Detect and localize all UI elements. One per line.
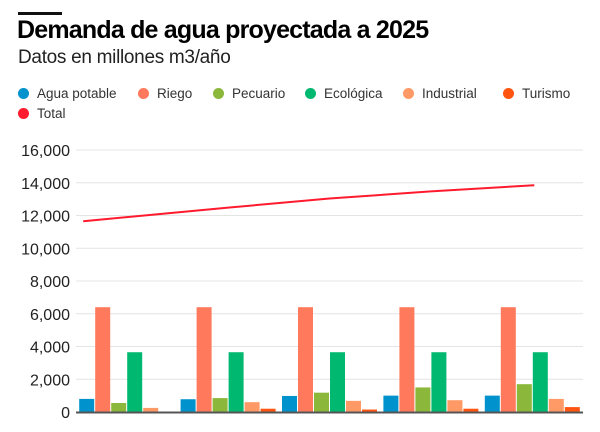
gridlines	[76, 149, 583, 380]
bar-pecuario	[516, 384, 532, 412]
bar-riego	[95, 307, 111, 412]
y-tick-label: 6,000	[30, 307, 70, 324]
legend-dot-icon	[18, 88, 29, 99]
y-tick-label: 0	[61, 405, 70, 422]
bar-ecol-gica	[532, 352, 548, 412]
legend-label: Turismo	[522, 86, 571, 101]
legend-item-pecuario: Pecuario	[213, 86, 285, 101]
legend-label: Industrial	[422, 86, 477, 101]
bars	[79, 307, 580, 412]
y-axis-ticks: 0 2,000 4,000 6,000 8,000 10,000 12,000 14,000 1…	[21, 143, 70, 422]
bar-agua-potable	[282, 395, 297, 412]
bar-turismo	[260, 408, 276, 412]
bar-ecol-gica	[431, 352, 447, 412]
bar-pecuario	[415, 387, 431, 412]
bar-riego	[196, 307, 212, 412]
bar-riego	[500, 307, 516, 412]
legend-dot-icon	[18, 108, 29, 119]
bar-ecol-gica	[127, 352, 143, 412]
legend-dot-icon	[213, 88, 224, 99]
bar-industrial	[244, 402, 260, 412]
line-total	[83, 184, 535, 223]
legend-item-riego: Riego	[138, 86, 192, 101]
legend-item-agua-potable: Agua potable	[18, 86, 117, 101]
bar-pecuario	[111, 402, 127, 412]
title-accent-rule	[18, 12, 62, 15]
legend-label: Riego	[157, 86, 193, 101]
bar-agua-potable	[383, 395, 399, 412]
bar-ecol-gica	[228, 352, 244, 412]
chart-subtitle: Datos en millones m3/año	[18, 47, 231, 68]
bar-agua-potable	[79, 398, 95, 412]
bar-agua-potable	[484, 395, 500, 412]
bar-pecuario	[314, 392, 329, 412]
legend-dot-icon	[305, 88, 316, 99]
bar-industrial	[548, 398, 564, 412]
legend-label: Total	[37, 106, 66, 121]
bar-turismo	[564, 407, 580, 412]
y-tick-label: 12,000	[21, 209, 70, 226]
bar-riego	[298, 307, 313, 412]
bar-industrial	[346, 400, 361, 412]
legend-item-ecologica: Ecológica	[305, 86, 383, 101]
legend-item-turismo: Turismo	[503, 86, 570, 101]
legend-dot-icon	[503, 88, 514, 99]
legend-label: Agua potable	[37, 86, 117, 101]
y-tick-label: 14,000	[21, 176, 70, 193]
legend-dot-icon	[138, 88, 149, 99]
legend-item-total: Total	[18, 106, 66, 121]
y-tick-label: 4,000	[30, 340, 70, 357]
bar-riego	[399, 307, 415, 412]
chart-title: Demanda de agua proyectada a 2025	[17, 16, 429, 44]
bar-industrial	[143, 407, 159, 412]
legend-label: Ecológica	[324, 86, 383, 101]
legend-item-industrial: Industrial	[403, 86, 477, 101]
bar-ecol-gica	[330, 352, 345, 412]
bar-pecuario	[212, 398, 228, 412]
legend-label: Pecuario	[232, 86, 286, 101]
bar-agua-potable	[180, 399, 196, 412]
y-tick-label: 10,000	[21, 241, 70, 258]
y-tick-label: 2,000	[30, 372, 70, 389]
y-tick-label: 16,000	[21, 143, 70, 160]
y-tick-label: 8,000	[30, 274, 70, 291]
bar-industrial	[447, 400, 463, 412]
bar-turismo	[362, 409, 377, 412]
legend-dot-icon	[403, 88, 414, 99]
bar-turismo	[463, 408, 479, 412]
total-line-group	[83, 184, 535, 223]
